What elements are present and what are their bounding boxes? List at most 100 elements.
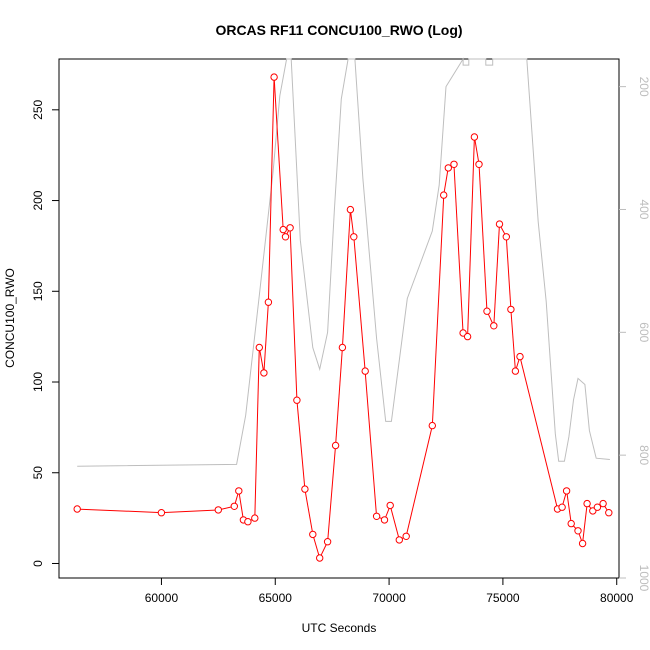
series-segment	[313, 537, 320, 556]
series-segment	[467, 140, 475, 334]
data-point	[316, 554, 324, 562]
data-point	[350, 233, 358, 241]
data-point	[444, 164, 452, 172]
data-point	[73, 505, 81, 513]
data-point	[338, 343, 347, 352]
y-tick-label: 50	[31, 466, 45, 480]
x-axis: 60000 65000 70000 75000 80000	[145, 578, 634, 605]
series-segment	[385, 508, 390, 518]
data-point	[281, 233, 290, 241]
data-point	[440, 191, 448, 199]
series-segment	[350, 212, 354, 234]
data-point	[516, 352, 524, 361]
data-point	[502, 233, 510, 241]
series-segment	[304, 492, 313, 532]
x-tick-label: 70000	[372, 591, 406, 605]
series-segment	[342, 212, 351, 345]
data-point	[331, 441, 340, 450]
y-tick-label: 100	[31, 372, 45, 392]
series-segment	[566, 494, 572, 521]
data-point	[483, 307, 491, 315]
series-segment	[221, 506, 232, 510]
series-segment	[578, 533, 582, 541]
series-segment	[573, 525, 577, 529]
data-point	[279, 225, 287, 234]
data-point	[309, 530, 317, 539]
data-point	[463, 332, 472, 341]
data-point	[251, 514, 259, 522]
series-segment	[474, 140, 479, 162]
series-segment	[238, 494, 244, 517]
series-segment	[286, 230, 290, 235]
series-segment	[520, 359, 558, 507]
y2-tick-label: 400	[637, 199, 650, 219]
y-axis-left: 0 50 100 150 200 250	[31, 99, 59, 567]
series-segment	[320, 544, 327, 556]
data-point	[475, 160, 483, 169]
y-axis-label: CONCU100_RWO	[3, 268, 17, 368]
x-tick-label: 75000	[486, 591, 520, 605]
y-tick-label: 250	[31, 99, 45, 119]
series-segment	[289, 230, 298, 398]
data-point	[599, 499, 607, 508]
series-segment	[506, 239, 512, 307]
series-segment	[582, 506, 588, 541]
series-segment	[604, 506, 608, 511]
series-segment	[263, 305, 269, 370]
y2-tick-label: 800	[637, 445, 650, 465]
data-point	[380, 516, 389, 524]
series-segment	[364, 374, 377, 514]
data-point	[157, 509, 166, 517]
series-segment	[487, 313, 493, 324]
data-point	[428, 421, 436, 430]
data-point	[402, 532, 410, 540]
data-point	[558, 503, 566, 511]
data-point	[574, 527, 582, 535]
data-point	[214, 506, 223, 514]
series-segment	[443, 170, 449, 192]
data-point	[270, 73, 278, 81]
series-segment	[432, 198, 445, 423]
data-point	[346, 205, 355, 214]
data-point	[293, 396, 301, 404]
series-segment	[390, 508, 399, 537]
series-layer	[73, 57, 613, 562]
x-tick-label: 80000	[600, 591, 634, 605]
x-tick-label: 60000	[145, 591, 179, 605]
series-segment	[562, 493, 567, 505]
series-segment	[353, 239, 366, 368]
y2-tick-label: 600	[637, 322, 650, 342]
y2-tick-label: 200	[637, 77, 650, 97]
data-point	[605, 509, 613, 517]
data-point	[372, 512, 381, 520]
y-axis-right: 200 400 600 800 1000	[619, 77, 650, 592]
series-segment	[234, 493, 239, 504]
data-point	[507, 305, 515, 314]
data-point	[495, 220, 504, 228]
data-point	[567, 519, 575, 528]
series-segment	[164, 509, 216, 513]
data-point	[264, 298, 273, 306]
series-segment	[273, 80, 284, 227]
data-point	[578, 539, 587, 548]
x-axis-label: UTC Seconds	[302, 621, 377, 635]
y2-tick-label: 1000	[637, 565, 650, 592]
series-segment	[254, 350, 260, 515]
y-tick-label: 0	[31, 560, 45, 567]
data-point	[286, 224, 294, 232]
data-point	[395, 536, 403, 544]
data-point	[301, 485, 309, 493]
series-line-secondary	[77, 57, 610, 467]
data-point	[562, 487, 571, 495]
data-point	[260, 369, 268, 377]
series-segment	[296, 403, 306, 486]
y-tick-label: 150	[31, 281, 45, 301]
plot-frame	[58, 58, 620, 579]
data-point	[470, 133, 479, 141]
series-segment	[515, 359, 520, 369]
data-point	[450, 160, 458, 169]
data-point	[583, 499, 591, 508]
series-segment	[510, 312, 516, 368]
series-segment	[406, 428, 433, 534]
series-segment	[478, 167, 488, 309]
